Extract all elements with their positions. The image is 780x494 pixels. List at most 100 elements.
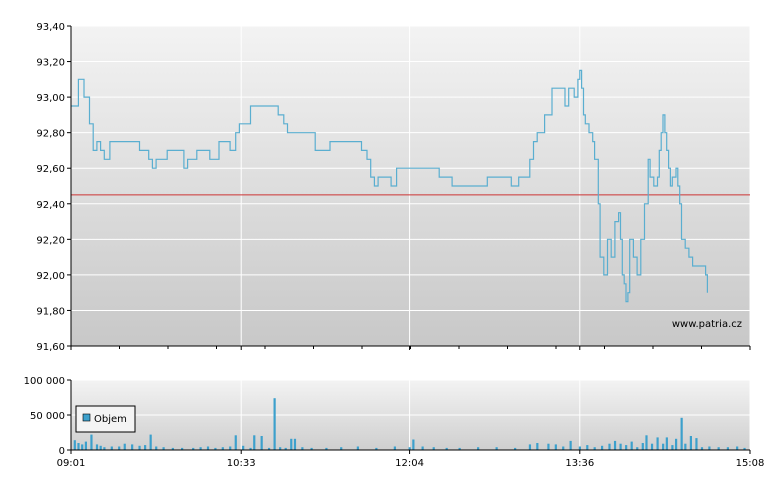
volume-bar [95,444,99,450]
volume-bar [689,436,692,450]
volume-bar [138,445,141,450]
volume-bar [199,447,202,450]
price-y-tick-label: 93,40 [36,22,65,33]
volume-bar [432,447,435,450]
legend-swatch [82,413,91,422]
price-series-line [71,69,709,303]
volume-bar [593,447,596,450]
volume-bar [103,447,106,450]
volume-bar [310,447,313,450]
volume-bar [155,446,158,450]
volume-bar [586,445,589,450]
volume-bar [375,447,378,450]
volume-bar [290,438,293,450]
volume-bar [249,447,252,450]
price-y-tick-label: 92,80 [36,129,65,140]
volume-bar [680,417,683,450]
price-y-tick-label: 91,60 [36,342,65,353]
volume-bar [214,447,217,450]
volume-bar [144,445,147,450]
volume-bar [445,447,448,450]
price-y-tick-label: 92,20 [36,235,65,246]
volume-y-ticks: 100 000 50 000 0 [24,376,71,457]
price-y-tick-label: 92,60 [36,164,65,175]
volume-bar [131,444,134,450]
volume-bar [393,446,396,450]
volume-y-tick-label: 50 000 [30,411,65,422]
volume-bar [260,436,263,450]
volume-bar [645,435,648,450]
volume-bar [340,447,343,450]
volume-bar [301,447,304,450]
x-tick-label: 10:33 [227,458,256,469]
volume-bar [477,447,480,450]
volume-bar [717,447,720,450]
volume-bar [81,444,84,450]
volume-bar [221,447,224,450]
volume-bar [408,447,411,450]
volume-bar [528,444,532,450]
legend-label: Objem [94,414,127,425]
volume-bar [181,447,184,450]
volume-legend: Objem [75,405,136,433]
volume-bar [630,441,633,450]
volume-bar [267,447,271,450]
volume-bar [495,447,498,450]
price-y-tick-label: 93,20 [36,58,65,69]
volume-bar [547,443,550,450]
volume-bar [625,445,628,450]
volume-bar [700,447,704,450]
volume-bar [619,443,622,450]
volume-bar [99,445,102,450]
volume-bar [656,437,659,450]
volume-bar [293,438,297,450]
volume-bar [84,441,88,450]
price-panel: 93,40 93,20 93,00 92,80 92,60 92,40 92,20 92,00… [36,22,751,353]
volume-y-tick-label: 0 [59,446,65,457]
volume-bar [412,439,415,450]
volume-bar [284,447,287,450]
volume-bar [192,447,195,450]
volume-bar [118,446,121,450]
price-y-ticks: 93,40 93,20 93,00 92,80 92,60 92,40 92,20 92,00… [36,22,71,353]
volume-bar [206,446,210,450]
price-y-tick-label: 92,40 [36,200,65,211]
price-y-tick-label: 91,80 [36,306,65,317]
volume-bar [650,443,654,450]
volume-x-ticks: 09:01 10:33 12:04 13:36 15:08 [57,450,765,469]
volume-bar [695,438,698,450]
volume-bar [253,435,256,450]
volume-bar [234,435,237,450]
volume-bar [162,447,165,450]
volume-bars [73,398,746,450]
volume-bar [608,443,611,450]
volume-bar [90,434,93,450]
volume-bar [325,447,328,450]
volume-bar [77,443,80,450]
volume-bar [674,438,678,450]
price-plot-area [71,26,750,346]
volume-bar [554,444,557,450]
volume-bar [684,443,687,450]
volume-bar [708,446,711,450]
volume-bar [242,445,245,450]
volume-bar [149,434,152,450]
x-tick-label: 13:36 [565,458,594,469]
volume-bar [736,446,739,450]
watermark: www.patria.cz [672,319,742,330]
volume-bar [514,447,517,450]
x-tick-label: 15:08 [736,458,765,469]
volume-bar [600,445,604,450]
volume-bar [458,447,461,450]
volume-bar [273,398,276,450]
volume-bar [641,443,644,450]
volume-bar [356,446,359,450]
volume-bar [421,446,424,450]
volume-bar [562,446,565,450]
volume-bar [229,446,232,450]
price-x-ticks [70,346,751,350]
volume-bar [671,445,674,450]
volume-bar [636,447,639,450]
x-tick-label: 09:01 [57,458,86,469]
